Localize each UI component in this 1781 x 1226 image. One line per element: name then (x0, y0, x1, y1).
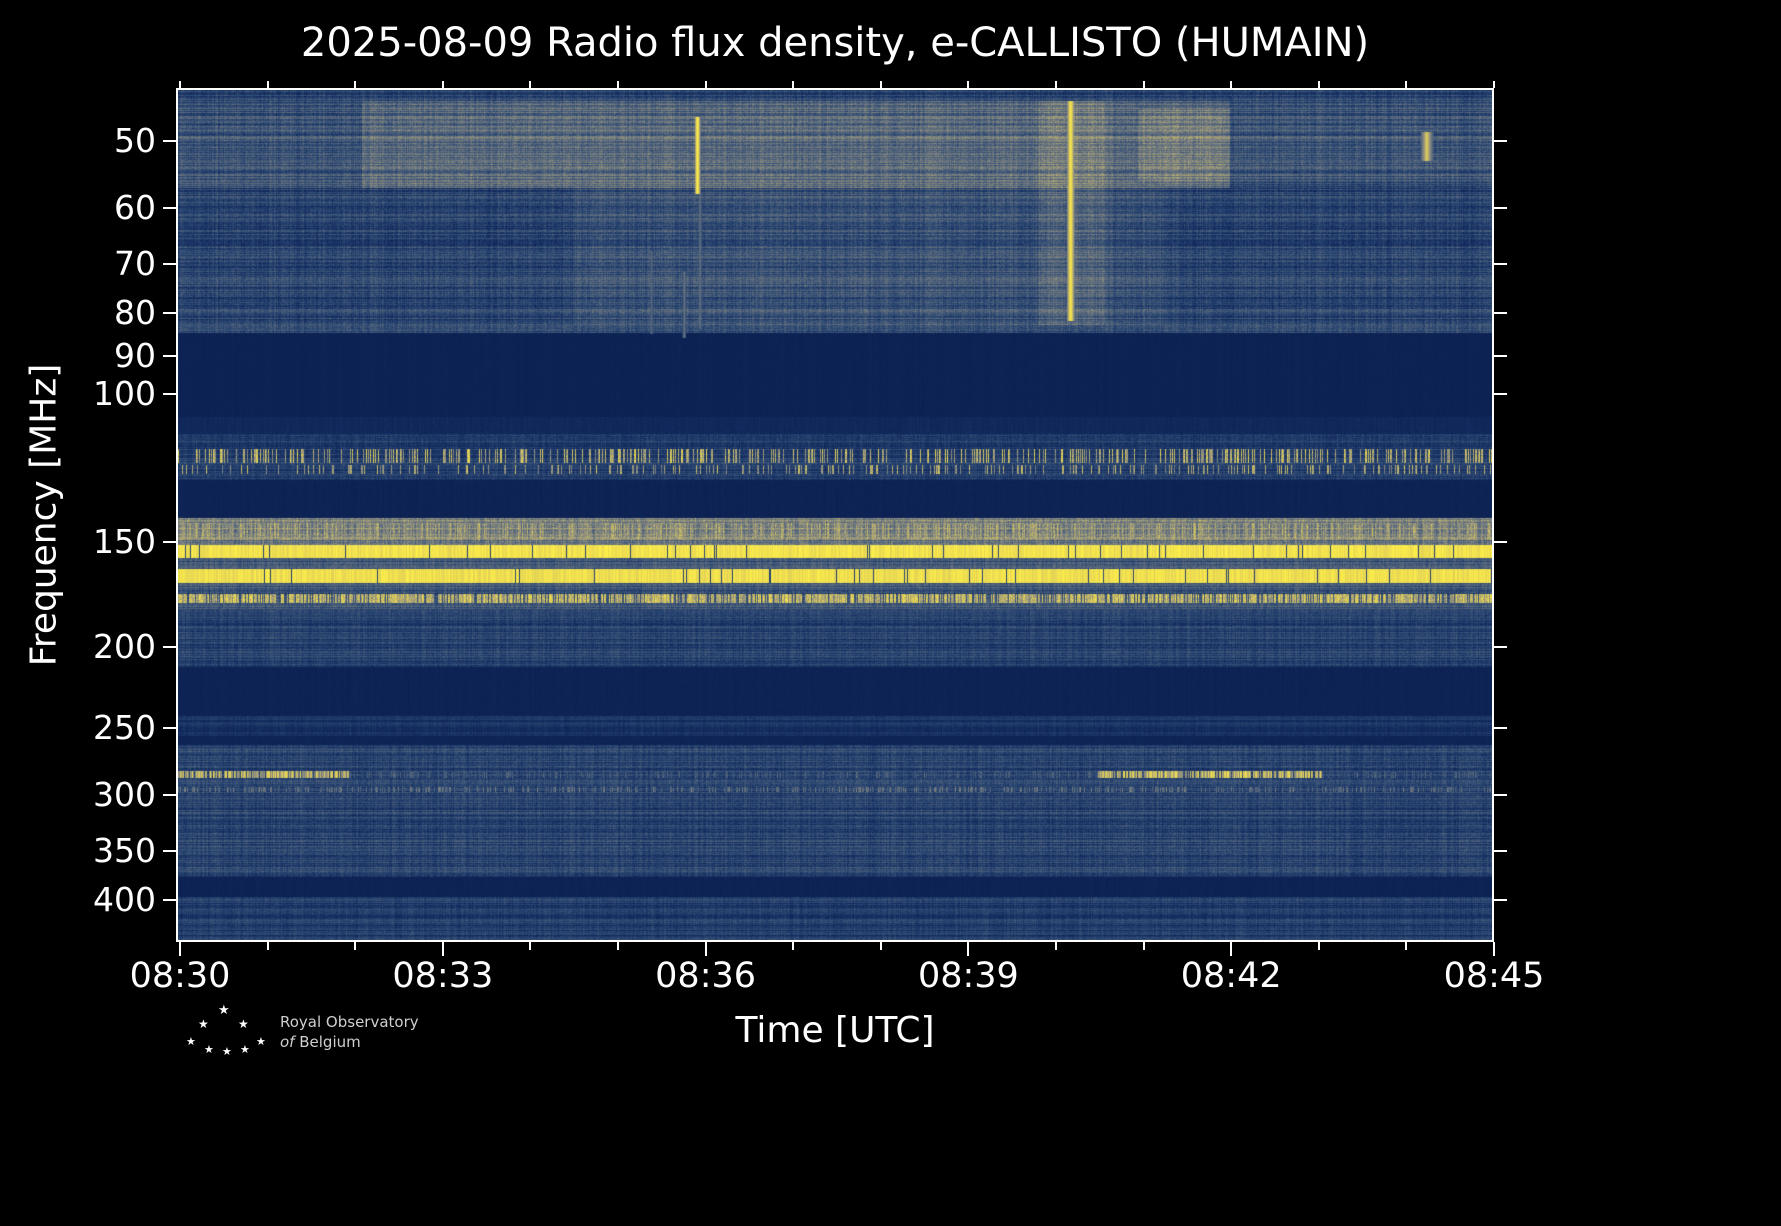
x-minor-tick (1317, 942, 1320, 950)
star-cluster-icon: ★ ★ ★ ★ ★ ★ ★ ★ (186, 1004, 272, 1064)
y-tick (1494, 140, 1507, 143)
y-tick (163, 645, 176, 648)
y-tick (1494, 393, 1507, 396)
y-tick-label: 60 (114, 187, 156, 227)
x-minor-tick (617, 942, 619, 950)
x-tick-top (879, 81, 882, 88)
y-tick (1494, 354, 1507, 357)
y-axis-label: Frequency [MHz] (23, 363, 65, 667)
x-minor-tick (354, 942, 357, 950)
x-tick (441, 942, 444, 956)
y-tick-label: 200 (93, 626, 156, 666)
y-tick-label: 300 (93, 774, 156, 814)
observatory-logo: ★ ★ ★ ★ ★ ★ ★ ★ Royal Observatory of Bel… (186, 1004, 606, 1068)
y-tick (1494, 727, 1507, 730)
y-tick (163, 311, 176, 314)
x-minor-tick (266, 942, 269, 950)
y-tick-label: 350 (93, 831, 156, 871)
x-tick (967, 942, 970, 956)
y-tick (163, 393, 176, 396)
y-tick-label: 50 (114, 121, 156, 161)
x-minor-tick (792, 942, 795, 950)
y-tick (163, 354, 176, 357)
x-tick-top (1055, 81, 1057, 88)
x-tick-top (529, 81, 532, 88)
y-tick (1494, 793, 1507, 796)
x-tick-top (1142, 81, 1145, 88)
observatory-name-line1: Royal Observatory (280, 1013, 419, 1031)
star-icon: ★ (218, 1003, 230, 1018)
y-tick-label: 100 (93, 374, 156, 414)
y-tick-label: 90 (114, 335, 156, 375)
y-tick (1494, 850, 1507, 853)
star-icon: ★ (238, 1017, 249, 1031)
y-tick (1494, 898, 1507, 901)
y-tick (163, 727, 176, 730)
observatory-name-line2: of Belgium (280, 1033, 361, 1052)
star-icon: ★ (186, 1035, 196, 1048)
x-minor-tick (879, 942, 882, 950)
x-minor-tick (1055, 942, 1057, 950)
x-tick (704, 942, 707, 956)
y-tick (163, 898, 176, 901)
x-tick-top (967, 81, 970, 88)
x-tick-top (617, 81, 619, 88)
y-tick (163, 793, 176, 796)
y-tick-label: 150 (93, 521, 156, 561)
y-tick (163, 850, 176, 853)
x-tick-top (704, 81, 707, 88)
x-tick-label: 08:39 (917, 956, 1019, 996)
y-tick (163, 206, 176, 209)
x-minor-tick (1142, 942, 1145, 950)
star-icon: ★ (198, 1017, 209, 1031)
x-tick-label: 08:45 (1443, 956, 1545, 996)
x-tick-label: 08:30 (129, 956, 231, 996)
y-tick (163, 262, 176, 265)
y-tick (1494, 540, 1507, 543)
star-icon: ★ (222, 1045, 232, 1058)
x-axis-label: Time [UTC] (735, 1010, 935, 1051)
x-tick-label: 08:36 (655, 956, 757, 996)
x-tick-top (1405, 81, 1408, 88)
x-minor-tick (1405, 942, 1408, 950)
y-tick (1494, 311, 1507, 314)
star-icon: ★ (204, 1043, 214, 1056)
y-tick (1494, 206, 1507, 209)
x-tick-top (354, 81, 357, 88)
y-tick-label: 400 (93, 879, 156, 919)
x-tick-top (1317, 81, 1320, 88)
y-tick (1494, 262, 1507, 265)
y-tick-label: 80 (114, 292, 156, 332)
x-tick-top (1230, 81, 1233, 88)
star-icon: ★ (240, 1043, 250, 1056)
y-tick (163, 140, 176, 143)
plot-area: 50 60 70 80 90 100 150 200 250 300 350 400 08:30 08:3… (93, 81, 1544, 996)
x-tick-top (1493, 81, 1495, 88)
spectrogram-canvas (178, 90, 1492, 940)
x-minor-tick (529, 942, 532, 950)
x-tick-top (179, 81, 181, 88)
observatory-name: Royal Observatory of Belgium (280, 1012, 419, 1053)
x-tick-top (792, 81, 795, 88)
chart-title: 2025-08-09 Radio flux density, e-CALLIST… (300, 20, 1370, 66)
x-tick-label: 08:42 (1180, 956, 1282, 996)
x-tick-label: 08:33 (392, 956, 494, 996)
x-tick-top (266, 81, 269, 88)
y-tick (163, 540, 176, 543)
y-tick-label: 250 (93, 708, 156, 748)
y-tick-label: 70 (114, 243, 156, 283)
x-tick (1493, 942, 1495, 956)
x-tick (179, 942, 181, 956)
y-tick (1494, 645, 1507, 648)
star-icon: ★ (256, 1035, 266, 1048)
x-tick (1230, 942, 1233, 956)
x-tick-top (441, 81, 444, 88)
